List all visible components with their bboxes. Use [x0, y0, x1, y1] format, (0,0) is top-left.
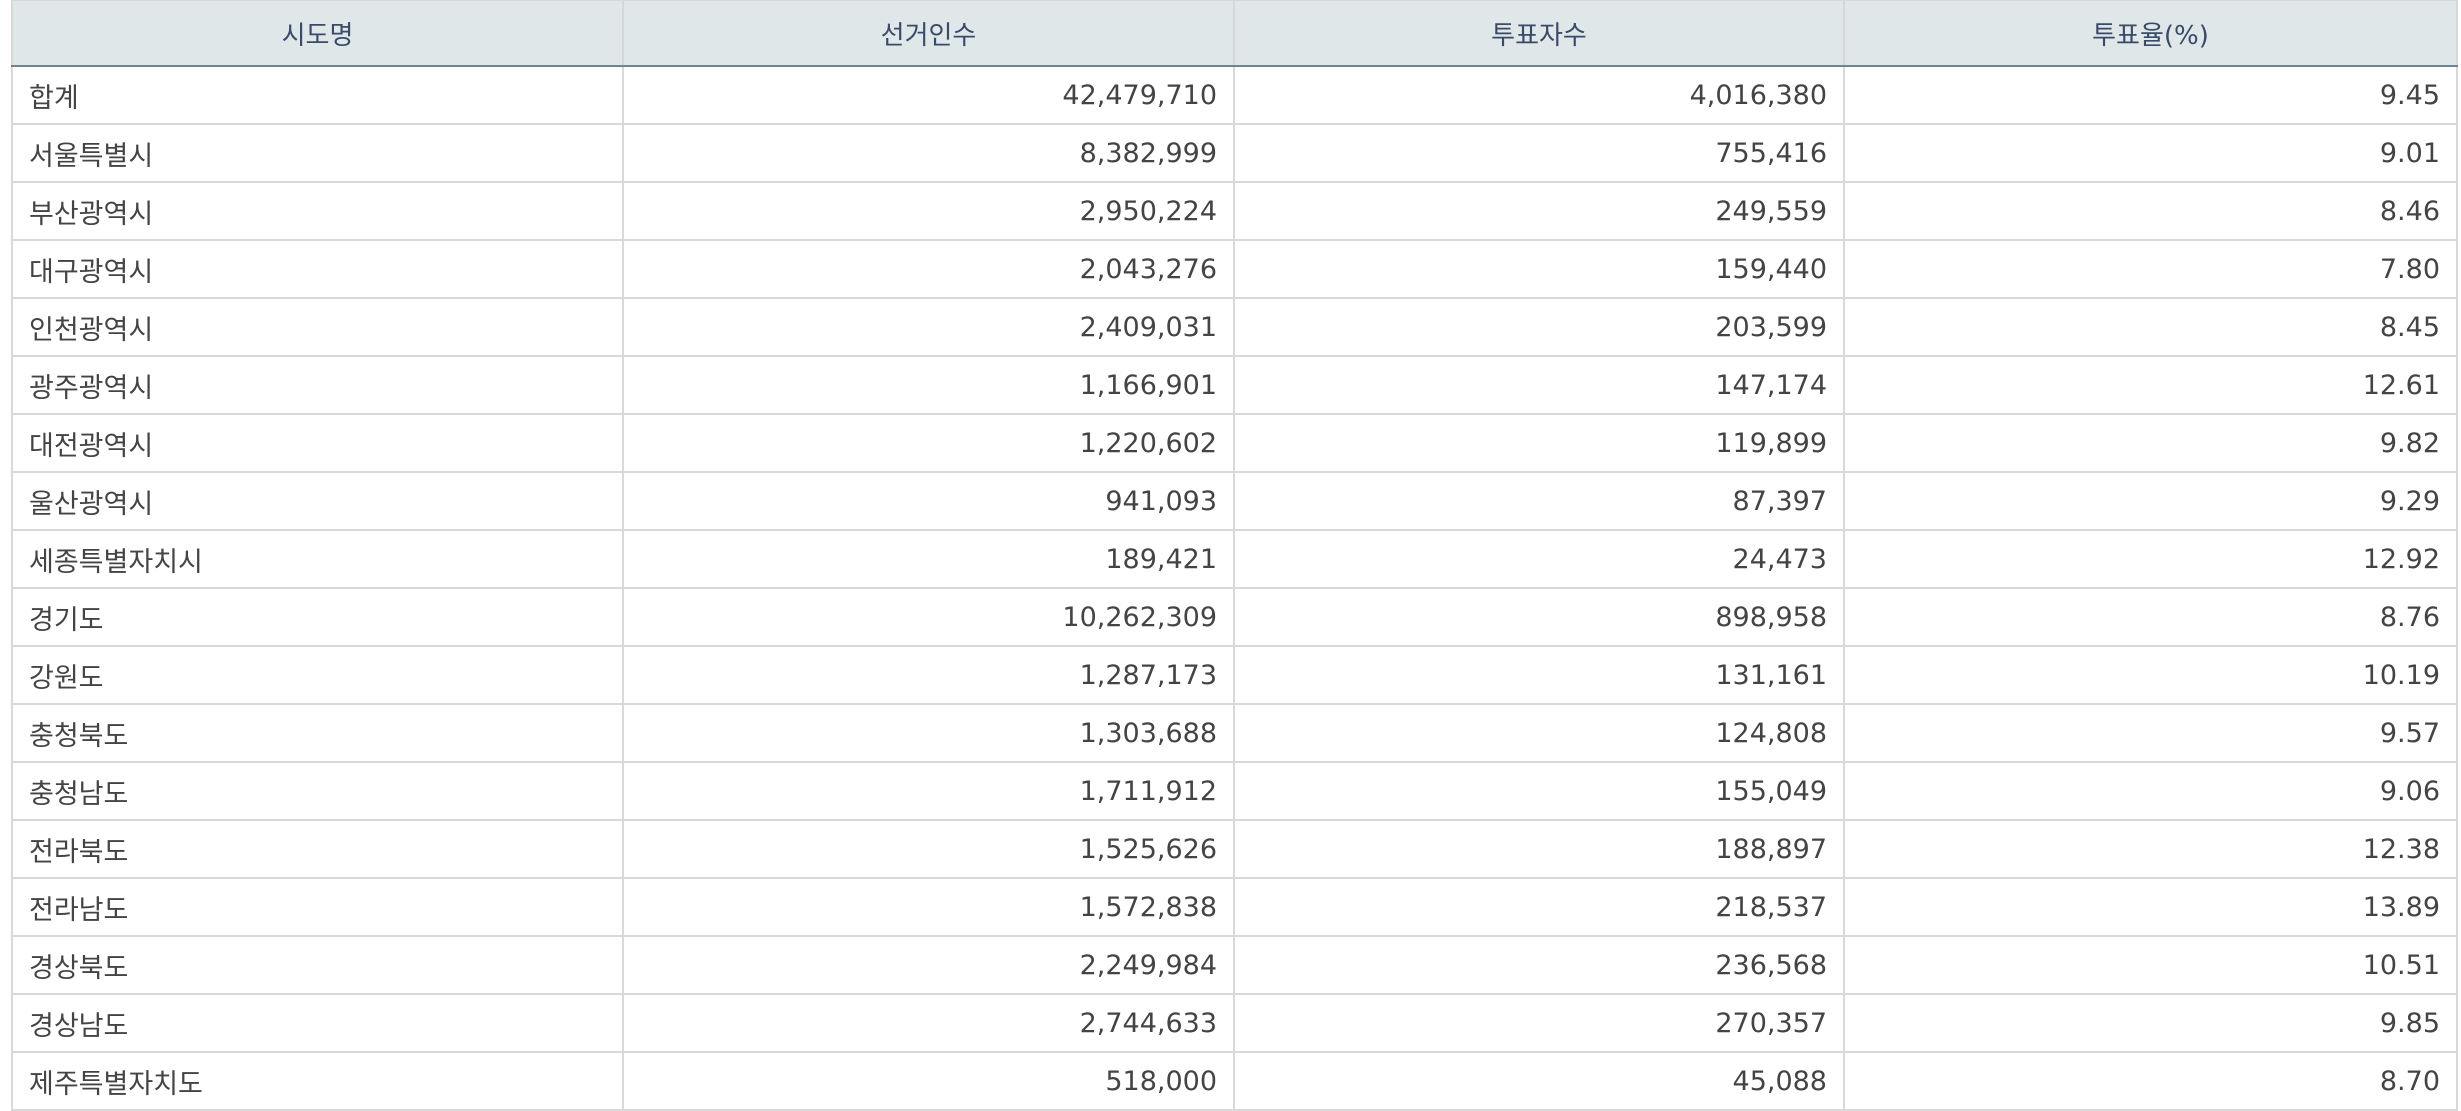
voters-cell: 236,568 — [1233, 935, 1845, 995]
region-cell: 인천광역시 — [11, 297, 624, 357]
turnout-cell: 8.76 — [1843, 587, 2458, 647]
electors-cell: 2,950,224 — [622, 181, 1235, 241]
voters-cell: 45,088 — [1233, 1051, 1845, 1111]
turnout-cell: 9.06 — [1843, 761, 2458, 821]
electors-cell: 1,525,626 — [622, 819, 1235, 879]
table-body: 합계 42,479,710 4,016,380 9.45 서울특별시 8,382,999 7… — [11, 65, 2458, 1111]
turnout-cell: 9.57 — [1843, 703, 2458, 763]
electors-cell: 1,572,838 — [622, 877, 1235, 937]
electors-cell: 1,166,901 — [622, 355, 1235, 415]
electors-cell: 2,043,276 — [622, 239, 1235, 299]
region-cell: 경기도 — [11, 587, 624, 647]
electors-cell: 941,093 — [622, 471, 1235, 531]
region-cell: 대전광역시 — [11, 413, 624, 473]
voters-cell: 147,174 — [1233, 355, 1845, 415]
region-cell: 대구광역시 — [11, 239, 624, 299]
turnout-cell: 13.89 — [1843, 877, 2458, 937]
turnout-cell: 8.70 — [1843, 1051, 2458, 1111]
table-row: 경상남도 2,744,633 270,357 9.85 — [11, 993, 2458, 1053]
electors-cell: 2,409,031 — [622, 297, 1235, 357]
voters-cell: 159,440 — [1233, 239, 1845, 299]
table-row: 서울특별시 8,382,999 755,416 9.01 — [11, 123, 2458, 183]
region-cell: 경상남도 — [11, 993, 624, 1053]
voters-cell: 87,397 — [1233, 471, 1845, 531]
turnout-cell: 9.82 — [1843, 413, 2458, 473]
region-cell: 경상북도 — [11, 935, 624, 995]
turnout-cell: 8.45 — [1843, 297, 2458, 357]
electors-cell: 518,000 — [622, 1051, 1235, 1111]
turnout-cell: 12.92 — [1843, 529, 2458, 589]
electors-cell: 189,421 — [622, 529, 1235, 589]
table-header: 시도명 선거인수 투표자수 투표율(%) — [11, 0, 2458, 67]
table-row: 대구광역시 2,043,276 159,440 7.80 — [11, 239, 2458, 299]
column-header-voters: 투표자수 — [1233, 0, 1845, 67]
turnout-table: 시도명 선거인수 투표자수 투표율(%) 합계 42,479,710 4,016,3… — [11, 0, 2458, 1111]
voters-cell: 131,161 — [1233, 645, 1845, 705]
table-row: 전라남도 1,572,838 218,537 13.89 — [11, 877, 2458, 937]
voters-cell: 270,357 — [1233, 993, 1845, 1053]
electors-cell: 8,382,999 — [622, 123, 1235, 183]
turnout-cell: 9.85 — [1843, 993, 2458, 1053]
region-cell: 부산광역시 — [11, 181, 624, 241]
region-cell: 서울특별시 — [11, 123, 624, 183]
table-row: 세종특별자치시 189,421 24,473 12.92 — [11, 529, 2458, 589]
turnout-cell: 9.29 — [1843, 471, 2458, 531]
table-row: 광주광역시 1,166,901 147,174 12.61 — [11, 355, 2458, 415]
region-cell: 광주광역시 — [11, 355, 624, 415]
column-header-electors: 선거인수 — [622, 0, 1235, 67]
table-row: 경기도 10,262,309 898,958 8.76 — [11, 587, 2458, 647]
electors-cell: 1,303,688 — [622, 703, 1235, 763]
table-row: 충청남도 1,711,912 155,049 9.06 — [11, 761, 2458, 821]
table-row: 울산광역시 941,093 87,397 9.29 — [11, 471, 2458, 531]
region-cell: 세종특별자치시 — [11, 529, 624, 589]
region-cell: 강원도 — [11, 645, 624, 705]
turnout-cell: 10.51 — [1843, 935, 2458, 995]
header-row: 시도명 선거인수 투표자수 투표율(%) — [11, 0, 2458, 67]
table-row: 대전광역시 1,220,602 119,899 9.82 — [11, 413, 2458, 473]
table-row: 충청북도 1,303,688 124,808 9.57 — [11, 703, 2458, 763]
turnout-cell: 9.01 — [1843, 123, 2458, 183]
table-row: 강원도 1,287,173 131,161 10.19 — [11, 645, 2458, 705]
table-row: 경상북도 2,249,984 236,568 10.51 — [11, 935, 2458, 995]
voters-cell: 898,958 — [1233, 587, 1845, 647]
region-cell: 전라북도 — [11, 819, 624, 879]
turnout-cell: 12.38 — [1843, 819, 2458, 879]
table-row: 합계 42,479,710 4,016,380 9.45 — [11, 65, 2458, 125]
voters-cell: 4,016,380 — [1233, 65, 1845, 125]
region-cell: 전라남도 — [11, 877, 624, 937]
voters-cell: 155,049 — [1233, 761, 1845, 821]
turnout-cell: 7.80 — [1843, 239, 2458, 299]
voters-cell: 119,899 — [1233, 413, 1845, 473]
electors-cell: 2,744,633 — [622, 993, 1235, 1053]
electors-cell: 2,249,984 — [622, 935, 1235, 995]
table-row: 제주특별자치도 518,000 45,088 8.70 — [11, 1051, 2458, 1111]
voters-cell: 249,559 — [1233, 181, 1845, 241]
voters-cell: 188,897 — [1233, 819, 1845, 879]
column-header-region: 시도명 — [11, 0, 624, 67]
region-cell: 울산광역시 — [11, 471, 624, 531]
voters-cell: 24,473 — [1233, 529, 1845, 589]
region-cell: 충청남도 — [11, 761, 624, 821]
table-row: 인천광역시 2,409,031 203,599 8.45 — [11, 297, 2458, 357]
table-row: 전라북도 1,525,626 188,897 12.38 — [11, 819, 2458, 879]
voters-cell: 124,808 — [1233, 703, 1845, 763]
turnout-cell: 9.45 — [1843, 65, 2458, 125]
voters-cell: 218,537 — [1233, 877, 1845, 937]
electors-cell: 42,479,710 — [622, 65, 1235, 125]
electors-cell: 10,262,309 — [622, 587, 1235, 647]
region-cell: 충청북도 — [11, 703, 624, 763]
region-cell: 제주특별자치도 — [11, 1051, 624, 1111]
electors-cell: 1,287,173 — [622, 645, 1235, 705]
turnout-cell: 12.61 — [1843, 355, 2458, 415]
region-cell: 합계 — [11, 65, 624, 125]
electors-cell: 1,711,912 — [622, 761, 1235, 821]
table-row: 부산광역시 2,950,224 249,559 8.46 — [11, 181, 2458, 241]
voters-cell: 755,416 — [1233, 123, 1845, 183]
turnout-cell: 10.19 — [1843, 645, 2458, 705]
turnout-table-container: 시도명 선거인수 투표자수 투표율(%) 합계 42,479,710 4,016,3… — [11, 0, 2458, 1111]
electors-cell: 1,220,602 — [622, 413, 1235, 473]
column-header-turnout: 투표율(%) — [1843, 0, 2458, 67]
turnout-cell: 8.46 — [1843, 181, 2458, 241]
voters-cell: 203,599 — [1233, 297, 1845, 357]
